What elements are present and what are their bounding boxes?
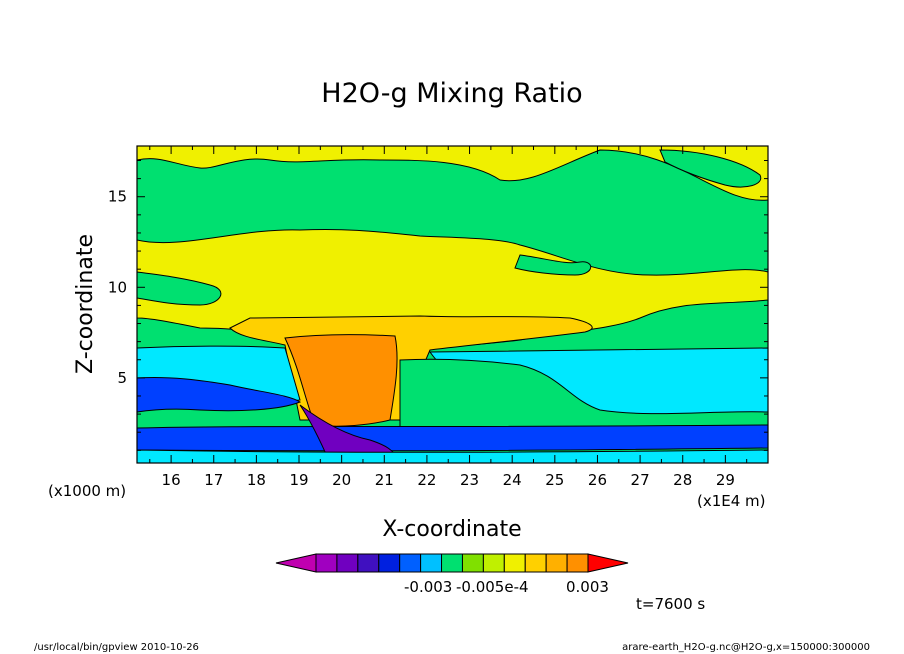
y-tick-label-1: 10 [108,278,127,296]
chart-title: H2O-g Mixing Ratio [321,78,582,109]
x-tick-label-6: 22 [417,471,436,489]
colorbar-swatch-8 [482,553,505,573]
x-tick-label-3: 19 [289,471,308,489]
colorbar [275,553,629,573]
plot-frame [136,145,769,464]
colorbar-swatch-12 [566,553,589,573]
x-tick-label-12: 28 [673,471,692,489]
colorbar-swatch-6 [441,553,463,573]
region-blue-bottom [137,424,768,452]
region-green-mid [399,358,768,441]
region-purple-downdraft [299,404,401,463]
time-label: t=7600 s [636,595,705,613]
heatmap-plot-area [137,146,768,463]
x-tick-label-11: 27 [631,471,650,489]
y-axis: 5 10 15 [108,159,768,451]
x-tick-label-5: 21 [375,471,394,489]
colorbar-swatch-0 [315,553,338,573]
y-tick-label-2: 15 [108,188,127,206]
colorbar-arrow-right [587,553,629,573]
x-tick-label-13: 29 [716,471,735,489]
footer-left: /usr/local/bin/gpview 2010-10-26 [34,642,199,653]
colorbar-swatch-4 [399,553,422,573]
x-tick-label-4: 20 [332,471,351,489]
colorbar-label-1: -0.003 [404,578,452,596]
y-tick-label-0: 5 [117,369,127,387]
colorbar-swatch-3 [378,553,401,573]
y-axis-title: Z-coordinate [73,234,98,374]
region-cyan-bottom [137,449,768,463]
region-green-patch [137,271,222,306]
footer-right: arare-earth_H2O-g.nc@H2O-g,x=150000:3000… [622,642,870,653]
colorbar-swatch-10 [524,553,547,573]
x-tick-label-2: 18 [247,471,266,489]
x-axis-title: X-coordinate [382,517,521,542]
x-unit-label: (x1E4 m) [697,492,766,510]
region-yellow-upper [137,146,768,201]
colorbar-swatch-5 [420,553,443,573]
colorbar-swatch-2 [357,553,380,573]
colorbar-arrow-left [275,553,317,573]
colorbar-swatch-1 [336,553,359,573]
region-green-patch-3 [659,149,762,188]
colorbar-swatch-7 [461,553,484,573]
colorbar-label-2: -0.005e-4 [456,578,529,596]
x-tick-label-7: 23 [460,471,479,489]
x-tick-label-8: 24 [503,471,522,489]
region-green-patch-2 [514,254,592,276]
x-axis: 16 17 18 19 20 21 22 23 24 25 26 27 28 29 [149,146,748,489]
colorbar-label-3: 0.003 [566,578,609,596]
x-tick-label-10: 26 [588,471,607,489]
region-blue-band [137,376,302,413]
x-tick-label-1: 17 [204,471,223,489]
region-orange-core [284,334,398,427]
y-unit-label: (x1000 m) [48,482,126,500]
x-tick-label-0: 16 [162,471,181,489]
x-tick-label-9: 25 [545,471,564,489]
colorbar-swatch-9 [503,553,526,573]
colorbar-swatch-11 [545,553,568,573]
